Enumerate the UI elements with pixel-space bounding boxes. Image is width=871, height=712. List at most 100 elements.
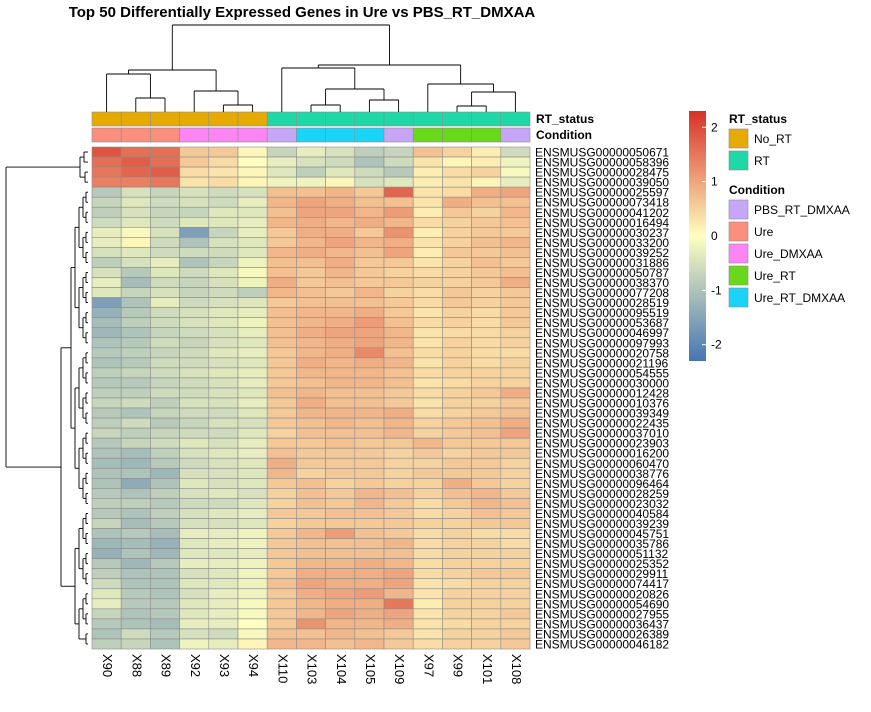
heatmap-cell — [296, 166, 326, 178]
heatmap-cell — [150, 317, 180, 329]
heatmap-cell — [412, 347, 443, 359]
heatmap-cell — [500, 227, 531, 238]
heatmap-cell — [442, 216, 472, 228]
heatmap-cell — [500, 528, 531, 539]
heatmap-cell — [237, 518, 268, 529]
heatmap-cell — [500, 427, 531, 439]
heatmap-cell — [237, 447, 268, 459]
heatmap-cell — [237, 628, 268, 640]
heatmap-cell — [296, 498, 326, 509]
heatmap-cell — [150, 156, 180, 168]
heatmap-cell — [354, 397, 385, 409]
heatmap-cell — [150, 427, 180, 439]
heatmap-cell — [150, 387, 180, 399]
heatmap-cell — [471, 638, 502, 650]
heatmap-cell — [325, 588, 356, 600]
heatmap-cell — [383, 618, 414, 630]
heatmap-cell — [120, 628, 151, 640]
heatmap-cell — [91, 488, 122, 499]
heatmap-cell — [383, 498, 414, 509]
heatmap-cell — [471, 156, 502, 168]
heatmap-cell — [471, 337, 502, 349]
heatmap-cell — [208, 638, 239, 650]
heatmap-cell — [120, 508, 151, 519]
heatmap-cell — [471, 618, 502, 630]
heatmap-cell — [471, 628, 502, 640]
heatmap-cell — [237, 277, 268, 288]
heatmap-cell — [237, 377, 268, 389]
heatmap-cell — [150, 578, 180, 590]
heatmap-cell — [296, 397, 326, 409]
heatmap-cell — [120, 488, 151, 499]
heatmap-cell — [442, 417, 472, 429]
heatmap-cell — [91, 608, 122, 620]
heatmap-cell — [354, 478, 385, 489]
heatmap-cell — [471, 357, 502, 369]
heatmap-cell — [500, 327, 531, 339]
heatmap-cell — [471, 498, 502, 509]
row-label: ENSMUSG00000033200 — [535, 236, 669, 250]
heatmap-cell — [471, 377, 502, 389]
heatmap-cell — [266, 467, 297, 479]
heatmap-cell — [179, 518, 210, 529]
heatmap-cell — [208, 518, 239, 529]
heatmap-cell — [150, 196, 180, 208]
heatmap-cell — [179, 216, 210, 228]
heatmap-cell — [91, 518, 122, 529]
heatmap-cell — [354, 277, 385, 288]
heatmap-cell — [442, 146, 472, 158]
heatmap-cell — [208, 478, 239, 489]
heatmap-cell — [91, 367, 122, 379]
heatmap-cell — [354, 467, 385, 479]
heatmap-cell — [208, 176, 239, 188]
heatmap-cell — [296, 307, 326, 318]
heatmap-cell — [500, 498, 531, 509]
heatmap-cell — [91, 146, 122, 158]
heatmap-cell — [208, 618, 239, 630]
heatmap-cell — [208, 377, 239, 389]
heatmap-cell — [500, 457, 531, 469]
heatmap-cell — [179, 467, 210, 479]
heatmap-cell — [237, 417, 268, 429]
heatmap-cell — [500, 508, 531, 519]
heatmap-cell — [237, 146, 268, 158]
heatmap-cell — [471, 247, 502, 258]
heatmap-cell — [412, 467, 443, 479]
heatmap-cell — [179, 347, 210, 359]
column-label: X90 — [100, 654, 115, 677]
heatmap-cell — [91, 387, 122, 399]
heatmap-cell — [383, 327, 414, 339]
heatmap-cell — [266, 437, 297, 449]
heatmap-cell — [237, 257, 268, 268]
column-label: X104 — [334, 654, 349, 684]
heatmap-cell — [91, 216, 122, 228]
heatmap-cell — [237, 216, 268, 228]
heatmap-cell — [354, 307, 385, 318]
heatmap-cell — [500, 347, 531, 359]
heatmap-cell — [412, 317, 443, 329]
heatmap-cell — [266, 628, 297, 640]
heatmap-cell — [442, 467, 472, 479]
heatmap-cell — [325, 247, 356, 258]
heatmap-cell — [237, 467, 268, 479]
heatmap-cell — [325, 578, 356, 590]
heatmap-cell — [325, 457, 356, 469]
heatmap-cell — [179, 447, 210, 459]
heatmap-cell — [296, 367, 326, 379]
heatmap-cell — [471, 206, 502, 218]
heatmap-cell — [383, 568, 414, 580]
heatmap-cell — [266, 397, 297, 409]
heatmap-cell — [266, 186, 297, 198]
heatmap-cell — [325, 447, 356, 459]
heatmap-cell — [383, 206, 414, 218]
heatmap-cell — [91, 307, 122, 318]
heatmap-cell — [296, 437, 326, 449]
heatmap-cell — [266, 367, 297, 379]
heatmap-cell — [266, 548, 297, 559]
annotation-cell-condition — [383, 127, 414, 143]
heatmap-cell — [471, 578, 502, 590]
heatmap-cell — [500, 156, 531, 168]
heatmap-cell — [442, 307, 472, 318]
row-label: ENSMUSG00000039239 — [535, 517, 669, 531]
